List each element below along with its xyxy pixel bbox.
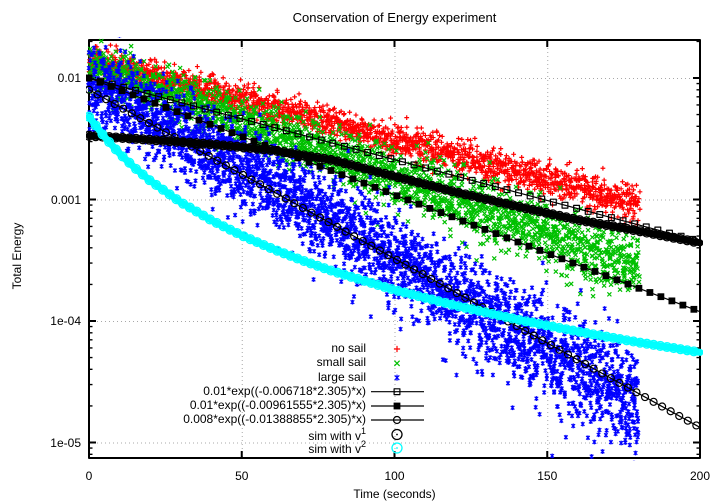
x-tick-label: 50 — [235, 469, 249, 483]
y-tick-label: 0.001 — [50, 192, 81, 207]
chart-title: Conservation of Energy experiment — [292, 10, 497, 25]
legend-label-sim-quadratic-drag: sim with v2 — [308, 439, 366, 456]
legend-label-fit-no-sail: 0.01*exp((-0.006718*2.305)*x) — [203, 383, 366, 398]
x-axis-label: Time (seconds) — [353, 487, 436, 501]
x-tick-label: 200 — [689, 469, 711, 483]
y-tick-label: 0.01 — [57, 71, 81, 85]
legend-label-fit-large-sail: 0.008*exp((-0.01388855*2.305)*x) — [183, 412, 366, 426]
x-tick-label: 0 — [85, 469, 93, 483]
y-tick-label: 1e-04 — [50, 314, 81, 328]
x-tick-label: 100 — [384, 469, 405, 483]
legend-label-sim-linear-drag: sim with v1 — [308, 425, 366, 443]
legend-label-no-sail-experiment: no sail — [331, 341, 366, 355]
y-axis-label: Total Energy — [10, 222, 24, 290]
legend-label-small-sail-experiment: small sail — [316, 355, 366, 370]
x-tick-label: 150 — [537, 469, 558, 483]
legend-label-large-sail-experiment: large sail — [317, 369, 366, 384]
y-tick-label: 1e-05 — [50, 435, 81, 450]
legend-label-fit-small-sail: 0.01*exp((-0.00961555*2.305)*x) — [189, 398, 366, 412]
